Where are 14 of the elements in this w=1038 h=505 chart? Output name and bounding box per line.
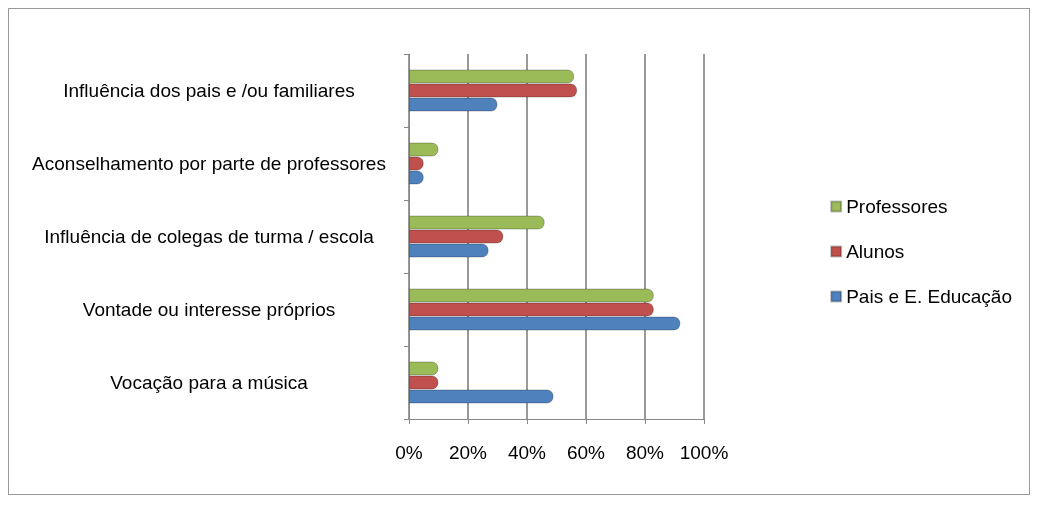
legend-label: Pais e E. Educação bbox=[846, 286, 1012, 307]
x-tick-label: 60% bbox=[566, 442, 606, 463]
legend-label: Alunos bbox=[846, 241, 905, 262]
x-tick-label: 0% bbox=[395, 442, 423, 463]
x-tick-label: 40% bbox=[507, 442, 547, 463]
y-tick-label: Influência dos pais e /ou familiares bbox=[63, 80, 355, 101]
y-tick-label: Vocação para a música bbox=[110, 372, 309, 393]
x-tick-label: 80% bbox=[625, 442, 665, 463]
y-tick-label: Vontade ou interesse próprios bbox=[82, 299, 336, 320]
legend-label: Professores bbox=[846, 196, 948, 217]
x-tick-label: 20% bbox=[448, 442, 488, 463]
x-tick-label: 100% bbox=[679, 442, 729, 463]
y-tick-label: Influência de colegas de turma / escola bbox=[44, 226, 375, 247]
y-tick-label: Aconselhamento por parte de professores bbox=[32, 153, 386, 174]
